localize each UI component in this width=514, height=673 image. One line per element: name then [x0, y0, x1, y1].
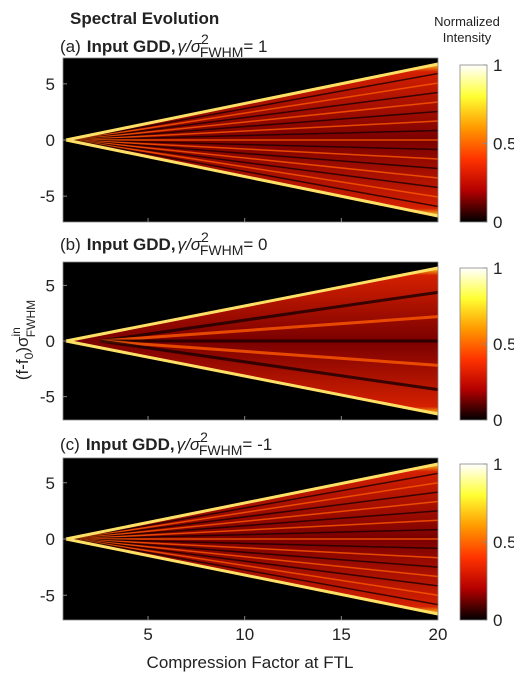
heatmap-fringe — [71, 139, 439, 208]
heatmap-fringe — [71, 538, 439, 568]
heatmap-fringe — [99, 290, 439, 343]
y-tick-label: -5 — [40, 388, 55, 407]
title-part: γ/σ — [178, 235, 202, 254]
heatmap-edge — [65, 266, 439, 343]
x-tick-label: 5 — [143, 625, 152, 644]
y-tick-label: 5 — [46, 276, 55, 295]
x-axis-label: Compression Factor at FTL — [147, 653, 354, 672]
heatmap-fringe — [71, 491, 439, 540]
heatmap-fringe — [71, 139, 439, 179]
colorbar-tick-label: 0 — [493, 213, 502, 232]
heatmap-edge — [65, 462, 439, 541]
heatmap-fringe — [71, 510, 439, 540]
y-tick-label: 0 — [46, 131, 55, 150]
heatmap-fringe — [71, 139, 439, 170]
title-part: 2 — [201, 31, 209, 47]
heatmap-fringe — [99, 339, 439, 367]
x-tick-label: 10 — [235, 625, 254, 644]
title-part: = 0 — [243, 235, 267, 254]
heatmap-fringe — [71, 538, 439, 578]
heatmap-fringe — [71, 139, 439, 189]
heatmap-fringe — [99, 339, 439, 392]
y-tick-label: 0 — [46, 530, 55, 549]
title-part: γ/σ — [177, 435, 201, 454]
x-tick-label: 15 — [332, 625, 351, 644]
heatmap-fringe — [71, 538, 439, 606]
title-part: (c) — [60, 435, 80, 454]
heatmap-fringe — [71, 139, 439, 160]
title-part: = 1 — [243, 37, 267, 56]
title-part: 2 — [200, 429, 208, 445]
heatmap-fringe — [71, 82, 439, 141]
heatmap-edge — [65, 138, 439, 218]
colorbar-tick-label: 0 — [493, 411, 502, 430]
title-part: 2 — [201, 229, 209, 245]
heatmap-edge — [65, 339, 439, 416]
title-part: (b) — [60, 235, 81, 254]
heatmap-fringe — [71, 482, 439, 540]
heatmap-fringe — [71, 519, 439, 540]
heatmap-fringe — [71, 129, 439, 141]
heatmap-fringe — [71, 101, 439, 141]
title-part: Input GDD, — [87, 37, 176, 56]
heatmap-fringe — [71, 91, 439, 141]
y-tick-label: 0 — [46, 332, 55, 351]
x-tick-label: 20 — [429, 625, 448, 644]
colorbar-tick-label: 0.5 — [493, 533, 514, 552]
heatmap-fringe — [71, 538, 439, 596]
heatmap-edge — [65, 62, 439, 142]
colorbar-tick-label: 0.5 — [493, 335, 514, 354]
panel-title: (a) Input GDD, γ/σ2 FWHM= 1 — [60, 31, 267, 60]
title-part: (a) — [60, 37, 81, 56]
y-tick-label: -5 — [40, 187, 55, 206]
heatmap-fringe — [99, 315, 439, 343]
colorbar-label: Intensity — [443, 30, 492, 45]
heatmap-fringe — [71, 528, 439, 540]
title-part: γ/σ — [178, 37, 202, 56]
title-part: FWHM — [200, 242, 244, 258]
heatmap-fringe — [71, 538, 439, 587]
colorbar — [459, 463, 488, 621]
heatmap-fringe — [71, 472, 439, 540]
colorbar-tick-label: 1 — [493, 259, 502, 278]
colorbar-tick-label: 1 — [493, 56, 502, 75]
colorbar — [459, 267, 488, 421]
title-part: FWHM — [199, 442, 243, 458]
heatmap-edge — [65, 537, 439, 616]
y-axis-label: (f-f0)σinFWHM — [9, 300, 38, 380]
colorbar-label: Normalized — [434, 14, 500, 29]
heatmap-fringe — [71, 139, 439, 151]
title-part: Input GDD, — [86, 435, 175, 454]
colorbar-tick-label: 0.5 — [493, 135, 514, 154]
heatmap-fringe — [71, 139, 439, 198]
title-part: FWHM — [200, 44, 244, 60]
heatmap-fringe — [71, 110, 439, 141]
y-tick-label: -5 — [40, 586, 55, 605]
figure-title: Spectral Evolution — [70, 9, 219, 28]
title-part: = -1 — [242, 435, 272, 454]
heatmap-fringe — [71, 538, 439, 550]
y-tick-label: 5 — [46, 75, 55, 94]
panel-title: (b) Input GDD, γ/σ2 FWHM= 0 — [60, 229, 267, 258]
y-tick-label: 5 — [46, 474, 55, 493]
panel-title: (c) Input GDD, γ/σ2 FWHM= -1 — [60, 429, 272, 458]
colorbar-tick-label: 0 — [493, 611, 502, 630]
heatmap-fringe — [71, 500, 439, 540]
heatmap-fringe — [71, 120, 439, 141]
colorbar-tick-label: 1 — [493, 455, 502, 474]
title-part: Input GDD, — [87, 235, 176, 254]
colorbar — [459, 64, 488, 223]
heatmap-fringe — [71, 72, 439, 141]
heatmap-fringe — [71, 538, 439, 559]
